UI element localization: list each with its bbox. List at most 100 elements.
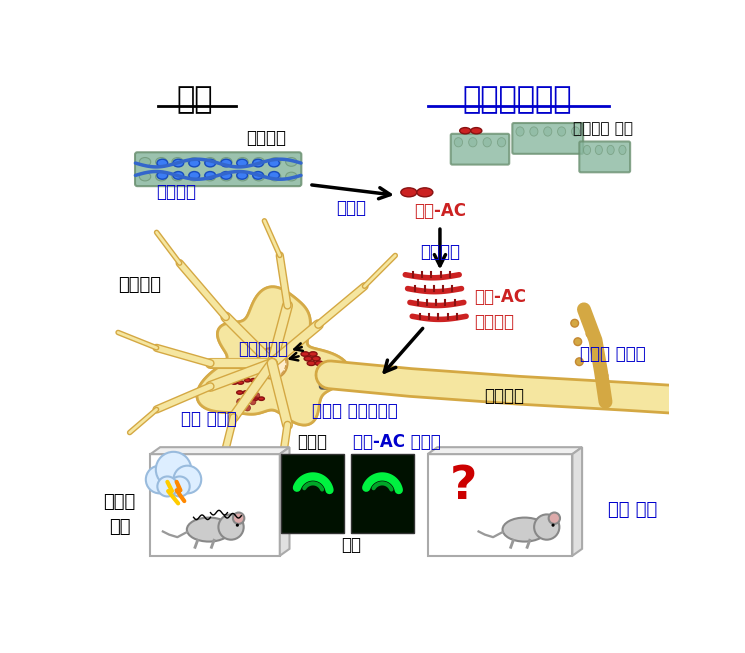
Polygon shape	[572, 447, 582, 556]
FancyBboxPatch shape	[451, 134, 510, 165]
Ellipse shape	[221, 172, 232, 179]
Ellipse shape	[157, 159, 168, 167]
Ellipse shape	[237, 157, 248, 167]
Ellipse shape	[594, 358, 605, 366]
Ellipse shape	[301, 352, 309, 357]
Circle shape	[534, 515, 559, 539]
Ellipse shape	[157, 172, 168, 179]
Ellipse shape	[269, 159, 279, 167]
Ellipse shape	[156, 157, 167, 167]
Text: 전장타우: 전장타우	[156, 183, 196, 201]
Ellipse shape	[221, 159, 232, 167]
Ellipse shape	[205, 159, 215, 167]
Ellipse shape	[243, 390, 249, 394]
Ellipse shape	[253, 172, 264, 179]
Circle shape	[574, 338, 582, 345]
Ellipse shape	[204, 172, 216, 181]
Bar	[282, 454, 344, 533]
Circle shape	[548, 513, 560, 524]
Ellipse shape	[204, 157, 216, 167]
Ellipse shape	[253, 159, 264, 167]
Ellipse shape	[583, 146, 591, 155]
Ellipse shape	[237, 390, 243, 394]
Ellipse shape	[583, 317, 593, 325]
Ellipse shape	[250, 379, 257, 382]
Ellipse shape	[237, 172, 247, 179]
Ellipse shape	[401, 188, 417, 197]
Text: 미세소관: 미세소관	[246, 129, 286, 148]
Circle shape	[235, 524, 239, 527]
Circle shape	[156, 452, 191, 487]
Ellipse shape	[483, 138, 492, 147]
Text: 축삭돌기: 축삭돌기	[485, 387, 524, 405]
Ellipse shape	[139, 172, 150, 181]
Ellipse shape	[309, 352, 317, 357]
Text: 해마: 해마	[341, 536, 361, 554]
Ellipse shape	[516, 127, 524, 136]
Circle shape	[575, 358, 583, 366]
Ellipse shape	[471, 127, 482, 134]
Circle shape	[146, 466, 174, 494]
Ellipse shape	[595, 146, 603, 155]
Circle shape	[242, 395, 248, 401]
Ellipse shape	[270, 172, 281, 181]
Ellipse shape	[460, 127, 471, 134]
Ellipse shape	[221, 157, 232, 167]
Ellipse shape	[139, 157, 150, 167]
Ellipse shape	[315, 361, 323, 366]
Ellipse shape	[498, 138, 506, 147]
Polygon shape	[197, 287, 349, 425]
Circle shape	[237, 399, 243, 405]
Text: 타우-AC
올리고머: 타우-AC 올리고머	[474, 288, 526, 331]
Ellipse shape	[591, 344, 602, 352]
Ellipse shape	[270, 157, 281, 167]
Circle shape	[244, 405, 250, 411]
Polygon shape	[428, 447, 582, 454]
Text: 손상된 축삭기시부: 손상된 축삭기시부	[312, 402, 398, 420]
Circle shape	[218, 515, 244, 539]
Ellipse shape	[454, 138, 463, 147]
Ellipse shape	[188, 172, 200, 181]
Text: 두려움
기억: 두려움 기억	[104, 492, 136, 535]
Polygon shape	[280, 447, 290, 556]
Ellipse shape	[205, 172, 215, 179]
Ellipse shape	[244, 379, 250, 382]
Text: 타우-AC 주입군: 타우-AC 주입군	[353, 433, 441, 451]
Text: 타우-AC: 타우-AC	[414, 202, 466, 220]
Ellipse shape	[285, 157, 297, 167]
Polygon shape	[197, 287, 349, 425]
Ellipse shape	[269, 172, 279, 179]
Ellipse shape	[189, 172, 200, 179]
Ellipse shape	[544, 127, 552, 136]
FancyBboxPatch shape	[320, 367, 390, 389]
Ellipse shape	[597, 372, 608, 379]
Ellipse shape	[307, 361, 315, 366]
Circle shape	[157, 477, 177, 496]
Ellipse shape	[231, 381, 238, 384]
Text: 신경세포: 신경세포	[118, 276, 161, 294]
Ellipse shape	[173, 172, 184, 179]
Text: 대조군: 대조군	[297, 433, 327, 451]
Text: 자가응집: 자가응집	[420, 243, 460, 261]
Circle shape	[174, 466, 201, 494]
Text: 정상: 정상	[177, 86, 213, 114]
Ellipse shape	[238, 381, 244, 384]
Circle shape	[233, 513, 244, 524]
Text: 알츠하이머병: 알츠하이머병	[462, 86, 571, 114]
Ellipse shape	[237, 159, 247, 167]
Text: 미세소관 분해: 미세소관 분해	[573, 121, 633, 136]
Ellipse shape	[173, 159, 184, 167]
Ellipse shape	[252, 397, 259, 400]
Ellipse shape	[571, 127, 580, 136]
Ellipse shape	[599, 387, 610, 394]
Text: 기억 소실: 기억 소실	[608, 501, 657, 518]
Circle shape	[170, 477, 190, 496]
Text: 타우 응집체: 타우 응집체	[181, 409, 237, 428]
Ellipse shape	[304, 357, 312, 361]
Ellipse shape	[586, 330, 597, 338]
Circle shape	[571, 319, 579, 327]
Ellipse shape	[607, 146, 614, 155]
Text: 쪼개짐: 쪼개짐	[337, 199, 367, 217]
Circle shape	[257, 348, 288, 379]
Polygon shape	[150, 447, 290, 454]
